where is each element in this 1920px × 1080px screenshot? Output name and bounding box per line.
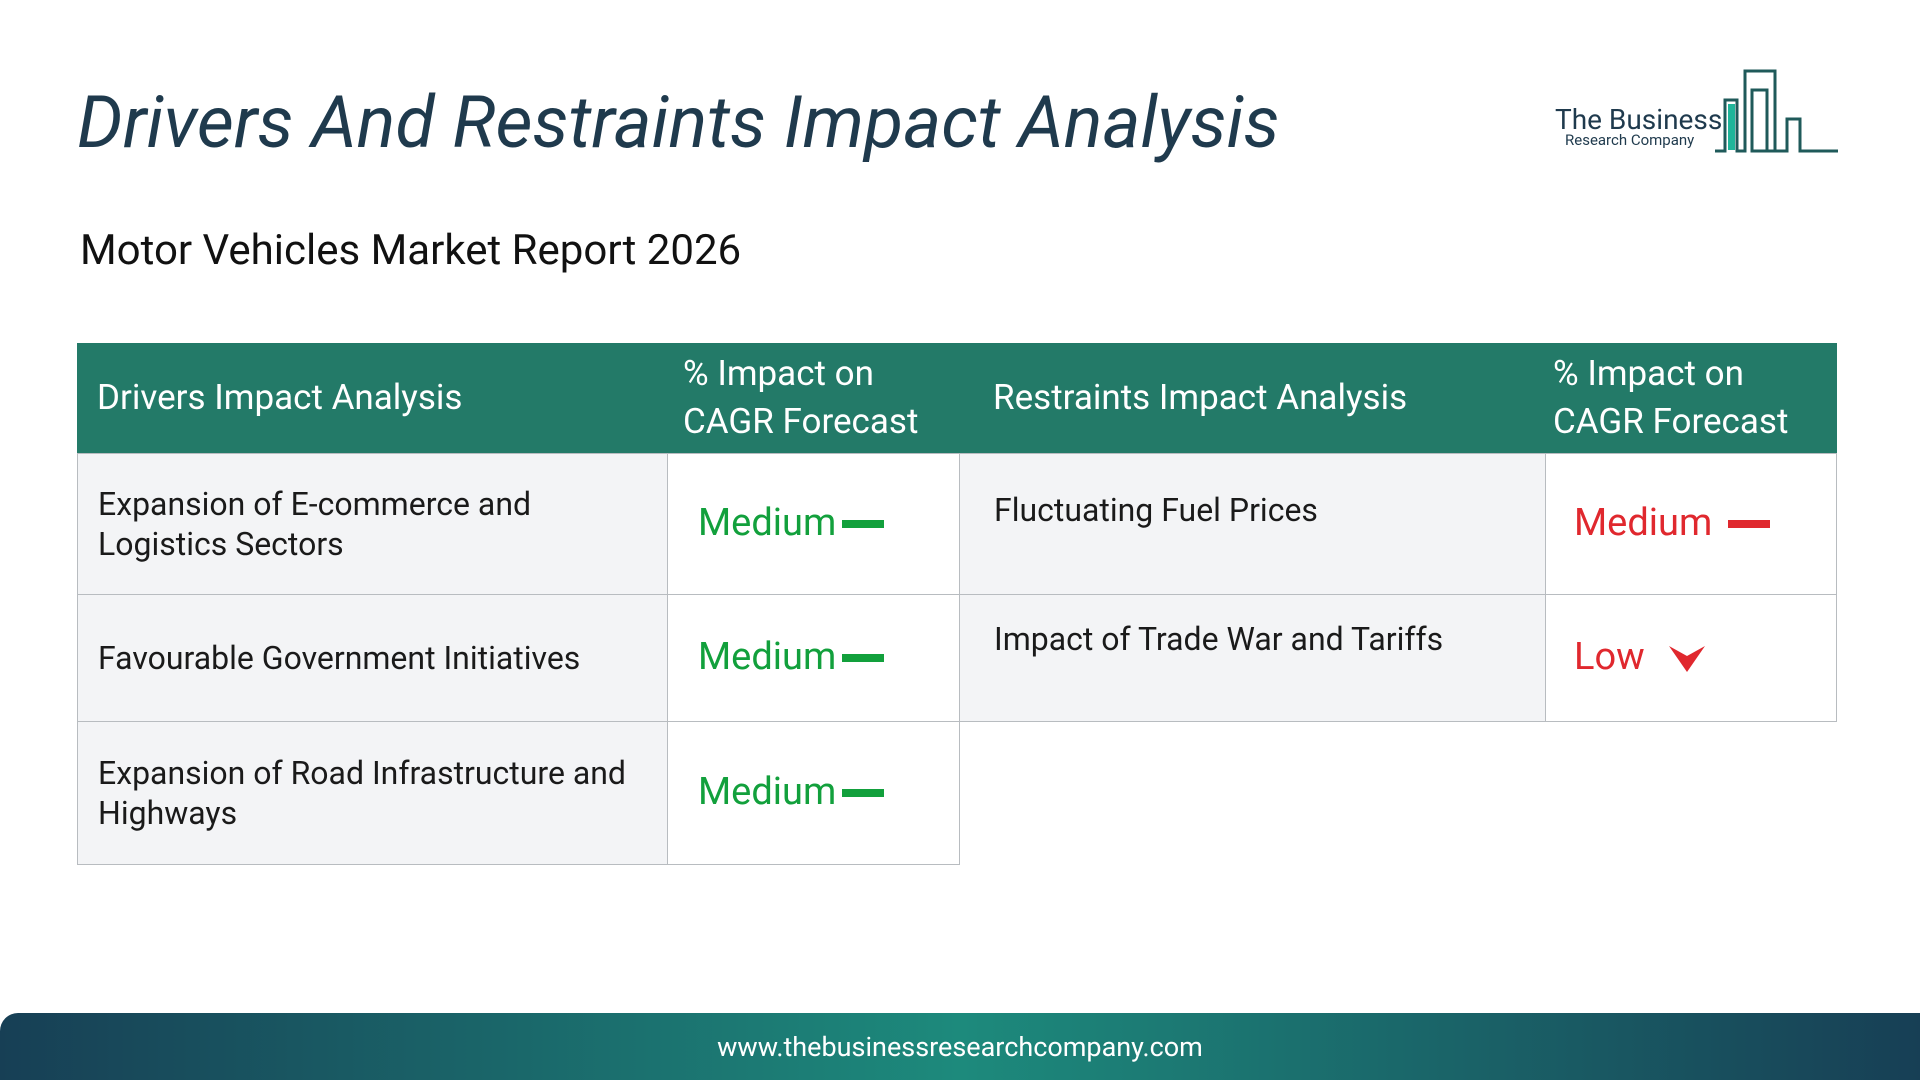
header-cell: % Impact on CAGR Forecast: [1545, 343, 1837, 453]
impact-cell: Low: [1545, 594, 1837, 722]
icon: [842, 520, 885, 528]
table-cell: Favourable Government Initiatives: [77, 594, 668, 722]
icon: [1728, 520, 1771, 528]
impact-label: Medium: [1574, 501, 1713, 546]
header-cell: % Impact on CAGR Forecast: [667, 343, 959, 453]
subtitle: Motor Vehicles Market Report 2026: [80, 226, 742, 275]
table-cell: Fluctuating Fuel Prices: [959, 453, 1546, 595]
title: Drivers And Restraints Impact Analysis: [77, 80, 1280, 165]
impact-cell: Medium: [667, 721, 960, 865]
down-arrow-icon: [1668, 646, 1705, 672]
table-cell: Impact of Trade War and Tariffs: [959, 594, 1546, 722]
impact-label: Medium: [698, 770, 837, 815]
impact-cell: Medium: [667, 453, 960, 595]
table-cell: Expansion of Road Infrastructure and Hig…: [77, 721, 668, 865]
header-cell: Drivers Impact Analysis: [77, 343, 667, 453]
impact-label: Medium: [698, 501, 837, 546]
header-cell: Restraints Impact Analysis: [959, 343, 1545, 453]
logo: The Business Research Company: [1555, 68, 1840, 158]
impact-label: Medium: [698, 635, 837, 680]
icon: [842, 789, 885, 797]
impact-cell: Medium: [667, 594, 960, 722]
footer: www.thebusinessresearchcompany.com: [0, 1013, 1920, 1080]
icon: [842, 654, 885, 662]
logo-line2: Research Company: [1565, 131, 1695, 149]
impact-cell: Medium: [1545, 453, 1837, 595]
table-cell: Expansion of E-commerce and Logistics Se…: [77, 453, 668, 595]
footer-url: www.thebusinessresearchcompany.com: [717, 1030, 1203, 1063]
logo-line1: The Business: [1555, 103, 1723, 136]
impact-label: Low: [1574, 635, 1645, 680]
logo-bars: [1715, 69, 1838, 153]
